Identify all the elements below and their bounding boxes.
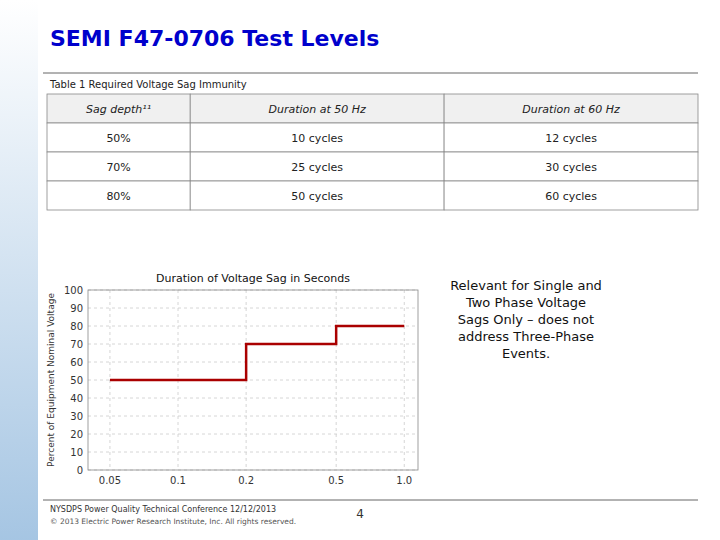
annotation-line: Sags Only – does not — [458, 312, 594, 327]
footer-rule — [43, 500, 698, 501]
y-tick-label: 30 — [70, 411, 83, 422]
table-header-cell — [444, 94, 698, 123]
table-header-cell — [190, 94, 444, 123]
page: SEMI F47-0706 Test Levels Table 1 Require… — [0, 0, 720, 540]
footer-text: NYSDPS Power Quality Technical Conferenc… — [50, 505, 276, 514]
y-tick-label: 50 — [70, 375, 83, 386]
table-cell-text: 25 cycles — [291, 161, 343, 174]
side-strip — [0, 0, 38, 540]
annotation-line: address Three-Phase — [458, 329, 594, 344]
table-cell-text: 30 cycles — [545, 161, 597, 174]
x-tick-label: 0.05 — [99, 475, 121, 486]
plot-frame — [88, 290, 418, 470]
table-cell-text: 10 cycles — [291, 132, 343, 145]
y-tick-label: 70 — [70, 339, 83, 350]
y-tick-label: 40 — [70, 393, 83, 404]
x-tick-label: 1.0 — [396, 475, 412, 486]
table-cell — [444, 152, 698, 181]
y-grid-line — [88, 362, 418, 363]
x-tick-label: 0.5 — [328, 475, 344, 486]
x-tick-label: 0.1 — [170, 475, 186, 486]
table-cell — [444, 181, 698, 210]
x-grid-line — [336, 290, 337, 470]
y-tick-label: 100 — [64, 285, 83, 296]
chart-title: Duration of Voltage Sag in Seconds — [156, 272, 350, 285]
annotation-line: Relevant for Single and — [450, 278, 602, 293]
y-tick-label: 80 — [70, 321, 83, 332]
y-tick-label: 90 — [70, 303, 83, 314]
table-cell-text: 70% — [106, 161, 130, 174]
table-cell — [444, 123, 698, 152]
table-cell — [47, 123, 190, 152]
annotation-line: Two Phase Voltage — [465, 295, 586, 310]
table-cell — [190, 181, 444, 210]
y-grid-line — [88, 452, 418, 453]
y-tick-label: 0 — [77, 465, 83, 476]
footer-text: © 2013 Electric Power Research Institute… — [50, 517, 296, 526]
table-cell-text: 80% — [106, 190, 130, 203]
table-cell — [190, 123, 444, 152]
x-grid-line — [404, 290, 405, 470]
annotation: Relevant for Single and Two Phase Voltage… — [450, 278, 602, 361]
table-header-cell — [47, 94, 190, 123]
y-grid-line — [88, 416, 418, 417]
x-tick-label: 0.2 — [238, 475, 254, 486]
title-rule — [43, 73, 698, 74]
page-number: 4 — [356, 507, 364, 521]
y-grid-line — [88, 434, 418, 435]
page-title: SEMI F47-0706 Test Levels — [50, 26, 379, 51]
y-tick-label: 10 — [70, 447, 83, 458]
table-cell — [47, 181, 190, 210]
curve — [110, 326, 404, 380]
table-header-text: Sag depth¹¹ — [86, 103, 151, 116]
table-cell-text: 12 cycles — [545, 132, 597, 145]
table-cell — [47, 152, 190, 181]
data-group — [110, 326, 404, 380]
table-cell-text: 50% — [106, 132, 130, 145]
table-cell-text: 60 cycles — [545, 190, 597, 203]
table-cell-text: 50 cycles — [291, 190, 343, 203]
y-grid-line — [88, 308, 418, 309]
table-cell — [190, 152, 444, 181]
table-title: Table 1 Required Voltage Sag Immunity — [49, 79, 247, 90]
y-grid-line — [88, 398, 418, 399]
y-axis-label: Percent of Equipment Nominal Voltage — [46, 293, 56, 467]
table-header-text: Duration at 50 Hz — [268, 103, 366, 116]
table-header-text: Duration at 60 Hz — [522, 103, 620, 116]
annotation-line: Events. — [502, 346, 550, 361]
chart: Duration of Voltage Sag in Seconds 0 10 20 3… — [46, 272, 418, 486]
y-tick-label: 60 — [70, 357, 83, 368]
y-tick-label: 20 — [70, 429, 83, 440]
